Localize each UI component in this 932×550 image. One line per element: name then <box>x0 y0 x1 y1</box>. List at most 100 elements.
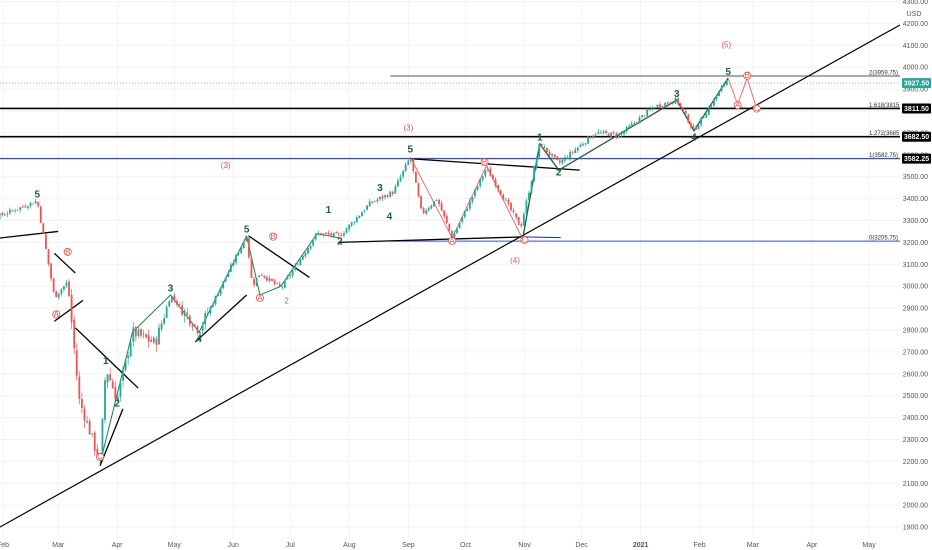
candle-body <box>564 157 566 161</box>
candle-body <box>116 396 119 401</box>
wave-label-degree: (4) <box>510 256 520 265</box>
price-tag <box>902 153 931 164</box>
price-axis[interactable]: USD 4300.004200.004100.004000.003900.003… <box>900 0 932 538</box>
time-axis[interactable]: Feb Mar Apr May Jun Jul Aug Sep Oct Nov Dec 2021 Feb… <box>0 538 932 550</box>
candle-body <box>343 233 345 236</box>
candle-body <box>52 278 55 292</box>
candle-body <box>635 122 638 124</box>
candle-body <box>232 262 235 265</box>
candle-body <box>330 233 333 236</box>
candle-body <box>522 214 525 226</box>
long-term-trendline[interactable] <box>0 24 901 528</box>
fib-level-label: 0(3205.75) <box>869 236 898 242</box>
candle-body <box>327 232 330 235</box>
candle-body <box>186 312 189 315</box>
price-tag-label: 3927.50 <box>904 81 929 88</box>
candle-body <box>525 200 528 214</box>
candle-body <box>265 277 268 281</box>
candle-body <box>296 264 299 266</box>
candle-body <box>47 249 50 265</box>
y-tick-label: 1900.00 <box>903 525 928 532</box>
candle-body <box>42 223 45 234</box>
candle-body <box>653 107 656 109</box>
candle-body <box>633 123 636 124</box>
candle-body <box>384 195 386 198</box>
impulse-wave-path[interactable] <box>99 235 248 464</box>
channel-line[interactable] <box>53 252 76 274</box>
channel-line[interactable] <box>54 299 84 322</box>
candle-body <box>248 237 250 258</box>
x-tick-label: 2021 <box>633 542 649 549</box>
triangle-line[interactable] <box>337 236 523 244</box>
wave-label: 4 <box>691 133 697 144</box>
y-tick-label: 2500.00 <box>903 393 928 400</box>
candle-body <box>147 335 150 342</box>
wedge-line[interactable] <box>194 294 248 343</box>
channel-line[interactable] <box>0 230 59 242</box>
candle-body <box>533 166 536 182</box>
candle-body <box>176 301 178 305</box>
y-tick-label: 3400.00 <box>903 196 928 203</box>
impulse-wave-path[interactable] <box>246 233 340 296</box>
candle-body <box>276 283 279 284</box>
price-tag <box>902 103 931 114</box>
candle-body <box>453 233 456 238</box>
candle-body <box>3 214 6 216</box>
wave-label-degree: (3) <box>221 161 231 170</box>
candle-body <box>427 208 430 211</box>
channel-line[interactable] <box>74 327 139 389</box>
candle-body <box>661 106 664 108</box>
candle-body <box>415 171 417 183</box>
wave-label-circled: C <box>97 452 103 461</box>
wedge-line[interactable] <box>248 235 310 278</box>
wave-label-circled: C <box>754 104 760 113</box>
wave-label-degree: (3) <box>404 124 414 133</box>
candle-body <box>600 132 602 134</box>
level-layer: 2(3959.75) 1.618(3815. 1.272(3685. 1(3582.7… <box>0 71 901 242</box>
y-tick-label: 3900.00 <box>903 87 928 94</box>
candle-body <box>70 294 73 323</box>
candle-body <box>648 109 651 111</box>
wave-label: 3 <box>377 183 383 194</box>
candle-body <box>91 433 94 435</box>
candle-body <box>312 240 315 246</box>
candle-body <box>281 286 284 288</box>
wave-label: 3 <box>168 284 174 295</box>
candle-body <box>55 291 58 298</box>
candle-body <box>561 159 564 164</box>
candle-body <box>78 376 81 399</box>
candle-body <box>350 222 353 226</box>
candle-body <box>610 132 613 137</box>
candle-body <box>515 213 518 218</box>
candle-body <box>630 123 633 126</box>
candle-body <box>14 210 16 212</box>
x-tick-label: May <box>168 542 182 549</box>
candle-body <box>638 117 641 124</box>
candle-body <box>317 233 320 235</box>
candle-body <box>253 278 255 286</box>
candle-body <box>420 195 422 209</box>
grid-layer <box>0 0 900 538</box>
wave-label-circle <box>733 101 742 110</box>
triangle-line[interactable] <box>410 158 580 171</box>
projection-wave-path[interactable] <box>727 76 758 109</box>
candle-body <box>607 133 610 137</box>
price-tag <box>902 78 931 89</box>
candle-body <box>546 147 548 153</box>
triangle-line[interactable] <box>522 236 561 239</box>
candle-body <box>558 160 561 163</box>
candle-body <box>697 125 700 130</box>
wave-label-circled: B <box>65 247 70 256</box>
candle-body <box>299 259 302 266</box>
drawing-layer[interactable] <box>0 24 901 528</box>
candle-body <box>399 176 402 182</box>
wave-label-circled: C <box>522 235 528 244</box>
candle-body <box>286 276 289 280</box>
candle-body <box>142 333 145 335</box>
candle-body <box>170 296 173 303</box>
candle-body <box>576 147 579 151</box>
candle-body <box>250 257 253 279</box>
candle-body <box>355 217 358 223</box>
candle-body <box>512 210 515 213</box>
